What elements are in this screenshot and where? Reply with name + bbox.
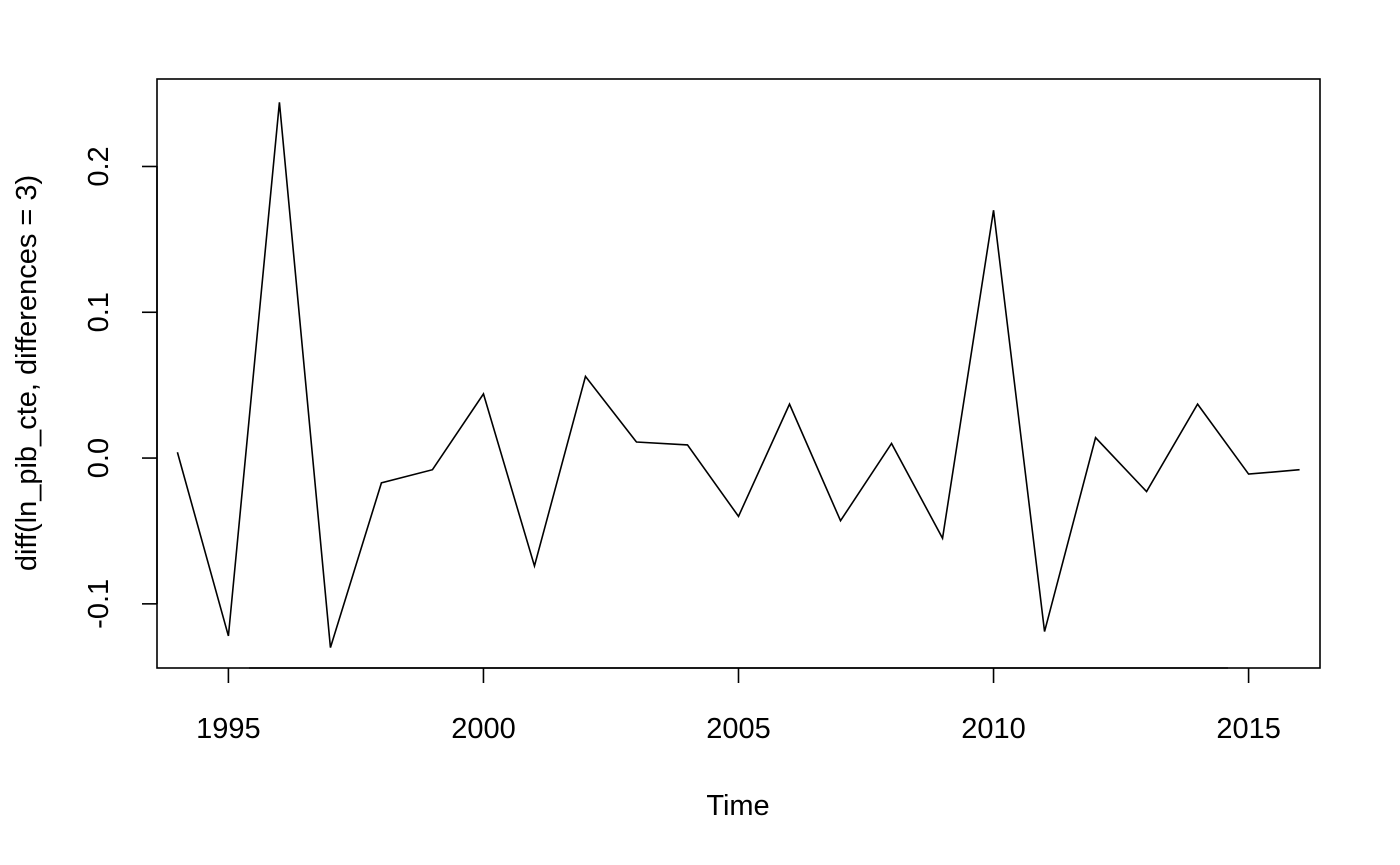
y-tick-label: 0.1: [83, 292, 115, 332]
x-axis-label: Time: [706, 790, 769, 822]
x-tick-label: 2000: [451, 713, 516, 745]
plot-frame: [156, 78, 1321, 669]
x-tick-label: 2010: [961, 713, 1026, 745]
x-tick-label: 2005: [706, 713, 771, 745]
y-tick-label: 0.2: [83, 146, 115, 186]
y-tick-label: 0.0: [83, 438, 115, 478]
y-axis-ticks: -0.1 0.0 0.1 0.2: [83, 146, 157, 629]
series-line: [176, 102, 1300, 648]
x-tick-label: 1995: [196, 713, 261, 745]
x-axis-ticks: 1995 2000 2005 2010 2015: [196, 668, 1281, 745]
y-axis-label: diff(ln_pib_cte, differences = 3): [11, 175, 43, 571]
x-tick-label: 2015: [1216, 713, 1281, 745]
series-layer: [176, 102, 1300, 648]
y-tick-label: -0.1: [83, 579, 115, 629]
